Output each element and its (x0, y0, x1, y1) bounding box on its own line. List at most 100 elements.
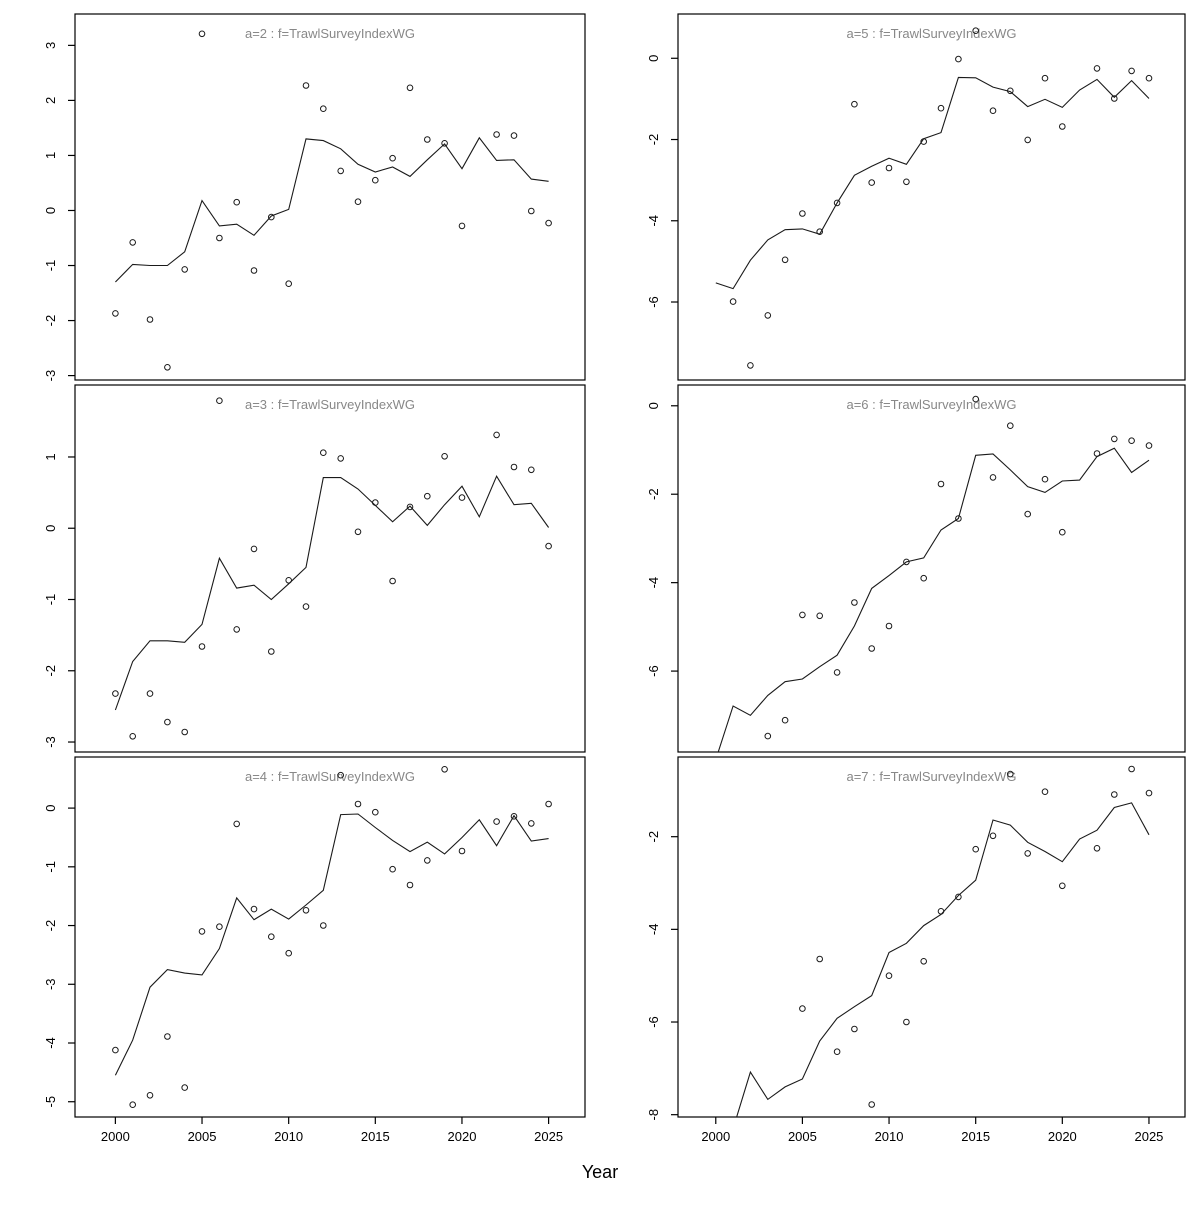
data-point-a4-2019 (441, 766, 448, 773)
data-point-a2-2004 (181, 266, 188, 273)
data-point-a3-2000 (112, 690, 119, 697)
data-point-a3-2010 (285, 577, 293, 584)
data-point-a5-2004 (781, 256, 789, 264)
data-point-a3-2014 (354, 528, 362, 536)
y-tick-label-a2: 2 (43, 97, 58, 104)
y-tick-label-a3: 0 (43, 525, 58, 532)
data-point-a7-2019 (1041, 788, 1049, 796)
data-point-a2-2000 (112, 310, 119, 317)
x-tick-label-a7: 2020 (1048, 1129, 1077, 1144)
y-tick-label-a6: 0 (646, 402, 661, 409)
panel-title-a7: a=7 : f=TrawlSurveyIndexWG (846, 769, 1016, 784)
x-tick-label-a4: 2010 (274, 1129, 303, 1144)
x-tick-label-a4: 2020 (448, 1129, 477, 1144)
fitted-line-a3 (114, 475, 550, 711)
data-point-a2-2010 (285, 280, 293, 288)
fitted-line-a6 (717, 447, 1150, 752)
panel-a2: a=2 : f=TrawlSurveyIndexWG -3 -2 -1 0 1 2 3 (43, 13, 586, 382)
panel-border-a3 (74, 384, 586, 753)
data-point-a3-2006 (216, 397, 223, 405)
data-point-a5-2020 (1059, 123, 1066, 130)
data-point-a6-2005 (799, 611, 806, 619)
y-tick-label-a2: -2 (43, 315, 58, 327)
data-point-a5-2014 (955, 55, 962, 63)
data-point-a4-2024 (528, 820, 535, 827)
fitted-line-a5 (715, 76, 1150, 290)
data-point-a7-2012 (920, 958, 928, 965)
y-tick-label-a4: -1 (43, 861, 58, 873)
x-tick-label-a7: 2000 (701, 1129, 730, 1144)
data-point-a6-2010 (885, 622, 893, 630)
y-tick-label-a2: -3 (43, 370, 58, 382)
data-point-a4-2001 (129, 1101, 136, 1108)
data-point-a6-2007 (833, 669, 841, 676)
y-tick-label-a2: 3 (43, 42, 58, 49)
data-point-a5-2018 (1024, 136, 1031, 144)
data-point-a3-2008 (250, 545, 258, 553)
data-point-a3-2011 (302, 603, 310, 610)
y-tick-label-a3: -1 (43, 594, 58, 606)
x-tick-label-a7: 2025 (1134, 1129, 1163, 1144)
panel-title-a6: a=6 : f=TrawlSurveyIndexWG (846, 397, 1016, 412)
data-point-a5-2017 (1007, 87, 1014, 95)
data-point-a6-2012 (920, 574, 928, 582)
data-point-a2-2008 (250, 267, 258, 274)
data-point-a4-2016 (389, 865, 396, 873)
data-point-a4-2002 (146, 1092, 154, 1099)
data-point-a5-2013 (937, 104, 945, 112)
data-point-a5-2016 (989, 107, 997, 114)
y-tick-label-a4: -4 (43, 1037, 58, 1049)
data-point-a3-2023 (510, 463, 518, 471)
data-point-a2-2019 (441, 140, 448, 147)
data-point-a7-2006 (816, 955, 824, 963)
data-point-a5-2011 (903, 178, 910, 186)
data-point-a5-2024 (1128, 67, 1135, 75)
data-point-a2-2016 (389, 154, 396, 162)
data-point-a4-2006 (216, 923, 223, 931)
data-point-a7-2008 (851, 1025, 858, 1033)
data-point-a2-2022 (493, 131, 500, 138)
y-tick-label-a7: -8 (646, 1109, 661, 1121)
data-point-a6-2015 (972, 395, 980, 403)
data-point-a2-2011 (302, 82, 310, 89)
data-point-a6-2017 (1007, 422, 1014, 430)
data-point-a5-2022 (1093, 65, 1101, 72)
data-point-a4-2009 (268, 933, 275, 941)
data-point-a4-2012 (320, 922, 327, 929)
data-point-a5-2015 (972, 27, 980, 35)
data-point-a7-2016 (989, 832, 997, 840)
data-point-a3-2003 (164, 718, 171, 726)
data-point-a7-2018 (1024, 850, 1031, 857)
data-point-a2-2007 (233, 198, 240, 206)
y-tick-label-a7: -6 (646, 1016, 661, 1028)
data-point-a6-2004 (781, 716, 789, 724)
data-point-a4-2025 (545, 800, 552, 808)
data-point-a4-2011 (302, 907, 310, 914)
points-a3 (112, 397, 552, 740)
data-point-a3-2007 (233, 626, 240, 633)
data-point-a4-2004 (181, 1084, 188, 1091)
points-a6 (764, 395, 1153, 740)
panel-a7: a=7 : f=TrawlSurveyIndexWG -2 -4 -6 -8 2000 20… (646, 756, 1186, 1144)
panel-title-a4: a=4 : f=TrawlSurveyIndexWG (245, 769, 415, 784)
y-tick-label-a4: -2 (43, 920, 58, 932)
y-tick-label-a6: -4 (646, 577, 661, 589)
panel-border-a5 (677, 13, 1186, 381)
fitted-line-a7 (736, 802, 1150, 1117)
data-point-a7-2014 (955, 893, 962, 901)
data-point-a6-2008 (851, 599, 858, 606)
y-tick-label-a5: -4 (646, 215, 661, 227)
y-tick-label-a6: -2 (646, 488, 661, 500)
data-point-a3-2009 (268, 648, 275, 655)
data-point-a5-2009 (868, 179, 876, 186)
data-point-a4-2017 (406, 881, 414, 889)
points-a2 (112, 30, 552, 371)
panel-a6: a=6 : f=TrawlSurveyIndexWG 0 -2 -4 -6 (646, 384, 1186, 753)
data-point-a2-2009 (268, 213, 275, 221)
data-point-a5-2002 (747, 362, 754, 369)
data-point-a5-2007 (833, 199, 841, 207)
panel-a3: a=3 : f=TrawlSurveyIndexWG 1 0 -1 -2 -3 (43, 384, 586, 753)
panel-title-a5: a=5 : f=TrawlSurveyIndexWG (846, 26, 1016, 41)
panel-border-a6 (677, 384, 1186, 753)
